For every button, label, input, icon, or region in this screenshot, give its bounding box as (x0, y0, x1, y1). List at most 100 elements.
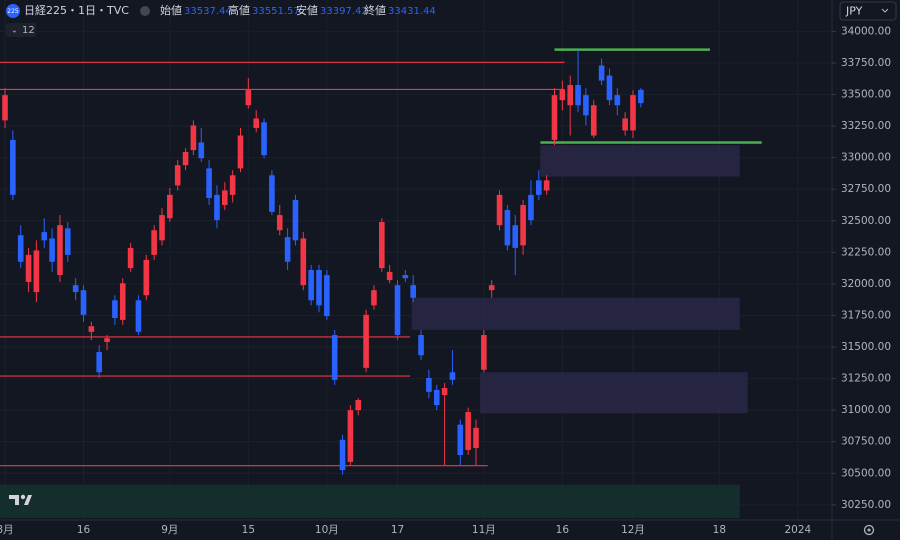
candle-body (49, 238, 55, 262)
grid (0, 0, 832, 520)
candle-body (10, 139, 16, 195)
candle-body (543, 180, 550, 191)
currency-arrow (881, 8, 889, 13)
levels (0, 48, 762, 467)
x-tick-label: 17 (391, 524, 404, 536)
candle-body (284, 237, 291, 262)
candle-body (347, 410, 354, 462)
indicator-count: 12 (22, 25, 35, 36)
candle-body (379, 222, 385, 269)
y-tick-label: 30250.00 (841, 499, 891, 511)
zone (0, 484, 740, 519)
x-tick-label: 8月 (0, 524, 14, 536)
candle-body (583, 95, 589, 116)
ohlc-label: 終値 (364, 3, 386, 17)
zone (479, 372, 748, 414)
x-tick-label: 11月 (472, 524, 496, 536)
tv-logo (9, 494, 32, 505)
candle-body (237, 135, 244, 169)
candle-body (222, 190, 228, 205)
currency-selector[interactable] (839, 1, 897, 21)
candle-body (269, 175, 275, 212)
candle-body (65, 228, 71, 255)
candle-body (394, 285, 401, 336)
y-tick-label: 31250.00 (841, 373, 891, 385)
ohlc-value: 33397.42 (320, 6, 368, 17)
candle-body (551, 95, 558, 140)
candle-body (104, 338, 110, 342)
ohlc-value: 33431.44 (388, 6, 436, 17)
candle-body (638, 89, 644, 104)
zone (411, 297, 740, 330)
candle-body (512, 225, 519, 248)
candle-body (481, 335, 487, 370)
x-tick-label: 16 (77, 524, 91, 536)
candle-body (575, 85, 581, 106)
candle-body (25, 254, 32, 282)
y-tick-label: 33750.00 (841, 57, 891, 69)
candle-body (418, 335, 424, 356)
y-tick-label: 33000.00 (841, 152, 891, 164)
candle-body (112, 300, 118, 318)
x-tick-label: 2024 (784, 524, 811, 536)
candle-body (119, 283, 126, 320)
candle-body (135, 300, 142, 332)
candle-body (622, 118, 628, 131)
candle-body (276, 215, 283, 231)
candle-body (143, 259, 150, 296)
candle-body (2, 95, 8, 121)
candle-body (520, 204, 526, 246)
candle-body (410, 285, 416, 298)
candles (2, 50, 644, 475)
y-tick-label: 32250.00 (841, 246, 891, 258)
y-tick-label: 31500.00 (841, 341, 891, 353)
ohlc-value: 33551.57 (252, 6, 300, 17)
candle-body (324, 275, 330, 317)
candle-body (190, 125, 197, 151)
candle-body (127, 247, 134, 269)
y-tick-label: 33500.00 (841, 88, 891, 100)
candle-body (473, 427, 479, 449)
candle-body (590, 105, 597, 136)
candle-body (457, 424, 464, 455)
ohlc-label: 始値 (160, 3, 182, 17)
candle-body (182, 151, 189, 166)
y-tick-label: 30500.00 (841, 467, 891, 479)
y-tick-label: 31750.00 (841, 309, 891, 321)
settings-icon[interactable] (863, 524, 875, 536)
candle-body (402, 275, 409, 279)
x-tick-label: 12月 (621, 524, 645, 536)
candle-body (536, 180, 542, 195)
candle-body (316, 270, 322, 306)
candle-body (331, 335, 338, 380)
candle-body (88, 326, 95, 332)
candle-body (488, 285, 495, 291)
candle-body (426, 377, 432, 392)
candle-body (57, 225, 63, 276)
candle-body (292, 199, 299, 241)
y-tick-label: 32500.00 (841, 215, 891, 227)
y-tick-label: 31000.00 (841, 404, 891, 416)
x-tick-label: 15 (242, 524, 255, 536)
candle-body (96, 352, 102, 373)
y-tick-label: 32000.00 (841, 278, 891, 290)
symbol-title[interactable]: 日経225・1日・TVC (24, 4, 129, 17)
candle-body (80, 290, 87, 315)
candle-body (386, 271, 393, 281)
candle-body (41, 232, 48, 241)
candle-body (363, 314, 369, 368)
candle-body (630, 95, 636, 131)
candle-body (496, 194, 503, 226)
x-tick-label: 10月 (315, 524, 339, 536)
candle-body (72, 285, 79, 293)
candle-body (151, 230, 157, 255)
indicator-toggle[interactable] (6, 23, 36, 37)
x-tick-label: 16 (556, 524, 570, 536)
candle-body (441, 388, 448, 395)
ohlc-label: 安値 (296, 3, 318, 17)
candle-body (528, 194, 534, 221)
candle-body (206, 168, 212, 199)
